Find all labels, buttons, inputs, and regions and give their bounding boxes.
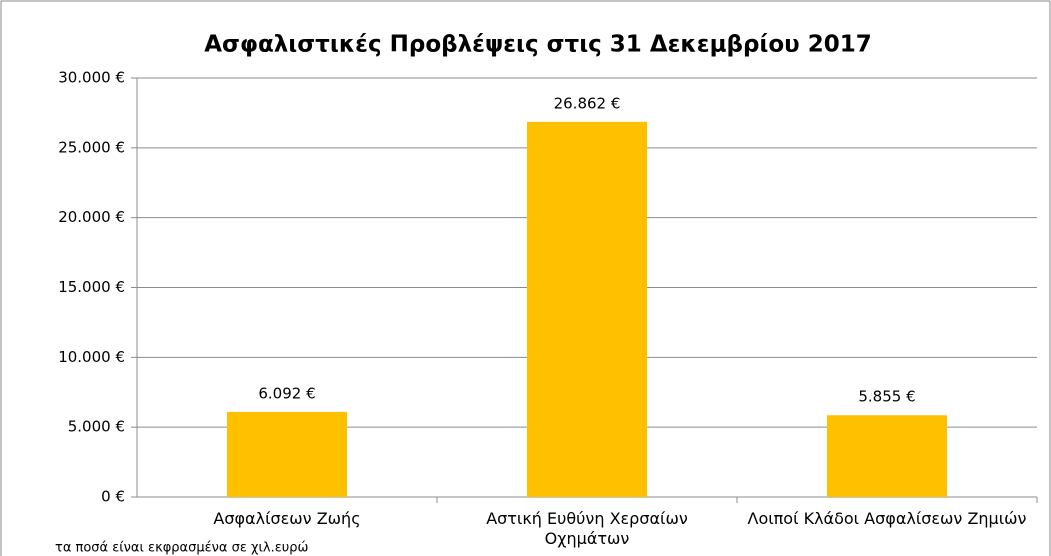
x-tick-label: Ασφαλίσεων Ζωής bbox=[213, 509, 361, 528]
bar bbox=[827, 415, 947, 497]
y-tick-label: 30.000 € bbox=[58, 69, 125, 87]
data-label: 26.862 € bbox=[554, 94, 621, 112]
chart-title: Ασφαλιστικές Προβλέψεις στις 31 Δεκεμβρί… bbox=[204, 32, 871, 58]
y-tick-label: 0 € bbox=[101, 488, 125, 506]
x-tick-label: Αστική Ευθύνη Χερσαίων Οχημάτων bbox=[486, 509, 688, 548]
bar bbox=[227, 411, 347, 497]
annotation: τα ποσά είναι εκφρασμένα σε χιλ.ευρώ bbox=[55, 541, 308, 556]
data-label: 6.092 € bbox=[258, 384, 315, 402]
x-tick-label: Λοιποί Κλάδοι Ασφαλίσεων Ζημιών bbox=[747, 509, 1027, 528]
y-tick-label: 25.000 € bbox=[58, 138, 125, 156]
y-tick-label: 20.000 € bbox=[58, 208, 125, 226]
y-tick-label: 5.000 € bbox=[68, 418, 125, 436]
data-label: 5.855 € bbox=[858, 388, 915, 406]
y-tick-label: 10.000 € bbox=[58, 348, 125, 366]
y-tick-label: 15.000 € bbox=[58, 278, 125, 296]
bar bbox=[527, 121, 647, 498]
